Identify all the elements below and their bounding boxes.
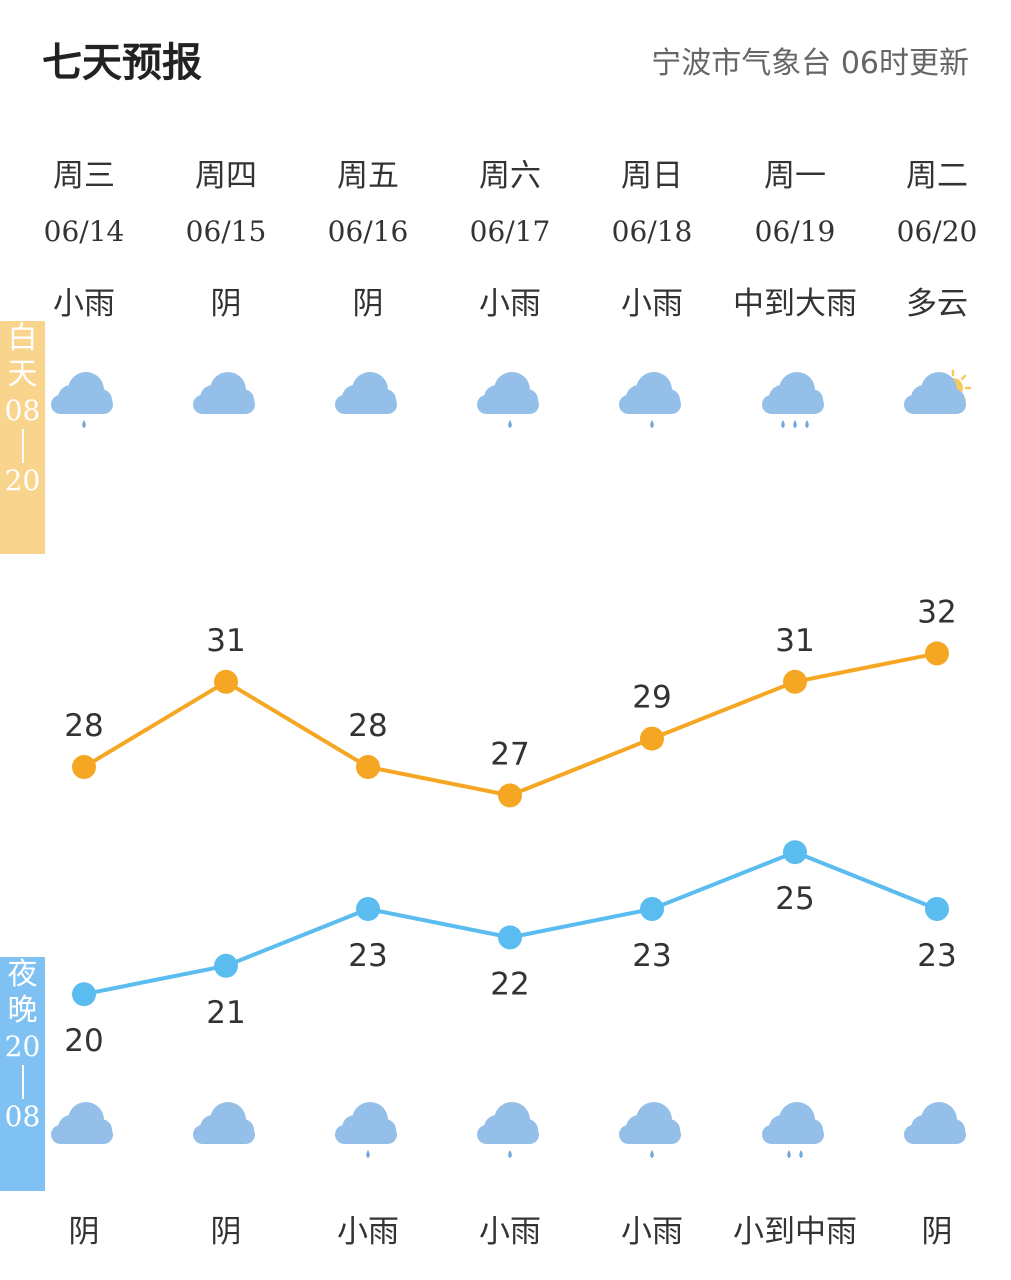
day-to-hour: 20 bbox=[4, 464, 41, 497]
light-rain-icon bbox=[335, 1102, 397, 1158]
day-weather: 小雨 bbox=[479, 286, 541, 322]
high-temp-label: 29 bbox=[632, 680, 671, 716]
forecast-source: 宁波市气象台 06时更新 bbox=[651, 46, 969, 81]
high-temp-point bbox=[72, 755, 96, 779]
weekday: 周六 bbox=[479, 158, 541, 194]
low-temp-label: 22 bbox=[490, 966, 529, 1002]
low-temp-label: 20 bbox=[64, 1023, 103, 1059]
night-period-band: 夜晚 20 08 bbox=[0, 957, 45, 1191]
band-divider bbox=[21, 1065, 24, 1099]
low-temp-label: 25 bbox=[775, 881, 814, 917]
overcast-icon bbox=[335, 372, 397, 414]
high-temp-label: 28 bbox=[348, 708, 387, 744]
overcast-icon bbox=[193, 1102, 255, 1144]
night-weather: 阴 bbox=[210, 1214, 242, 1250]
high-temp-label: 27 bbox=[490, 736, 529, 772]
high-temp-point bbox=[640, 726, 664, 751]
low-temp-point bbox=[640, 897, 664, 921]
night-weather: 小雨 bbox=[479, 1214, 541, 1250]
overcast-icon bbox=[51, 1102, 113, 1144]
high-temp-label: 28 bbox=[64, 708, 103, 744]
day-weather: 阴 bbox=[210, 286, 242, 322]
overcast-icon bbox=[193, 372, 255, 414]
light-rain-icon bbox=[477, 372, 539, 428]
weekday: 周二 bbox=[906, 158, 968, 194]
low-temp-label: 23 bbox=[348, 938, 387, 974]
low-temp-point bbox=[783, 840, 807, 865]
high-temp-point bbox=[214, 669, 238, 694]
day-from-hour: 08 bbox=[4, 394, 41, 427]
light-rain-icon bbox=[619, 372, 681, 428]
weekday: 周五 bbox=[337, 158, 399, 194]
high-temp-point bbox=[356, 755, 380, 779]
date: 06/19 bbox=[754, 215, 836, 248]
day-weather: 小雨 bbox=[621, 286, 683, 322]
date: 06/17 bbox=[469, 215, 551, 248]
low-temp-point bbox=[925, 897, 949, 921]
band-divider bbox=[21, 429, 24, 463]
night-weather: 小到中雨 bbox=[733, 1214, 857, 1250]
night-label: 夜晚 bbox=[7, 957, 38, 1028]
date: 06/18 bbox=[611, 215, 693, 248]
high-temp-point bbox=[783, 669, 807, 694]
day-weather: 多云 bbox=[906, 286, 968, 322]
day-period-band: 白天 08 20 bbox=[0, 321, 45, 554]
high-temp-point bbox=[498, 783, 522, 808]
low-temp-label: 23 bbox=[917, 938, 956, 974]
overcast-icon bbox=[904, 1102, 966, 1144]
high-temp-label: 32 bbox=[917, 594, 956, 630]
heavy-rain-icon bbox=[762, 372, 824, 428]
day-weather: 阴 bbox=[352, 286, 384, 322]
weekday: 周日 bbox=[621, 158, 683, 194]
date: 06/16 bbox=[327, 215, 409, 248]
light-rain-icon bbox=[51, 372, 113, 428]
page-title: 七天预报 bbox=[42, 40, 202, 86]
day-weather: 小雨 bbox=[53, 286, 115, 322]
date: 06/14 bbox=[43, 215, 125, 248]
high-temp-line bbox=[82, 651, 938, 798]
day-label: 白天 bbox=[7, 321, 38, 392]
night-weather: 阴 bbox=[921, 1214, 953, 1250]
night-weather: 小雨 bbox=[337, 1214, 399, 1250]
low-temp-label: 23 bbox=[632, 938, 671, 974]
low-temp-point bbox=[214, 953, 238, 978]
temperature-chart: 28 31 28 27 29 31 32 20 21 23 22 23 25 23 bbox=[64, 594, 956, 1059]
light-rain-icon bbox=[477, 1102, 539, 1158]
moderate-rain-icon bbox=[762, 1102, 824, 1158]
weekday: 周一 bbox=[764, 158, 826, 194]
weekday: 周三 bbox=[53, 158, 115, 194]
night-weather: 阴 bbox=[68, 1214, 100, 1250]
low-temp-point bbox=[356, 897, 380, 921]
light-rain-icon bbox=[619, 1102, 681, 1158]
date: 06/15 bbox=[185, 215, 267, 248]
low-temp-label: 21 bbox=[206, 995, 245, 1031]
low-temp-point bbox=[498, 925, 522, 950]
low-temp-point bbox=[72, 982, 96, 1007]
weekday: 周四 bbox=[195, 158, 257, 194]
high-temp-label: 31 bbox=[206, 623, 245, 659]
partly-cloudy-icon bbox=[904, 369, 972, 414]
night-to-hour: 08 bbox=[4, 1100, 41, 1133]
night-from-hour: 20 bbox=[4, 1030, 41, 1063]
high-temp-point bbox=[925, 641, 949, 666]
high-temp-label: 31 bbox=[775, 623, 814, 659]
date: 06/20 bbox=[896, 215, 978, 248]
night-weather: 小雨 bbox=[621, 1214, 683, 1250]
day-weather: 中到大雨 bbox=[733, 286, 857, 322]
